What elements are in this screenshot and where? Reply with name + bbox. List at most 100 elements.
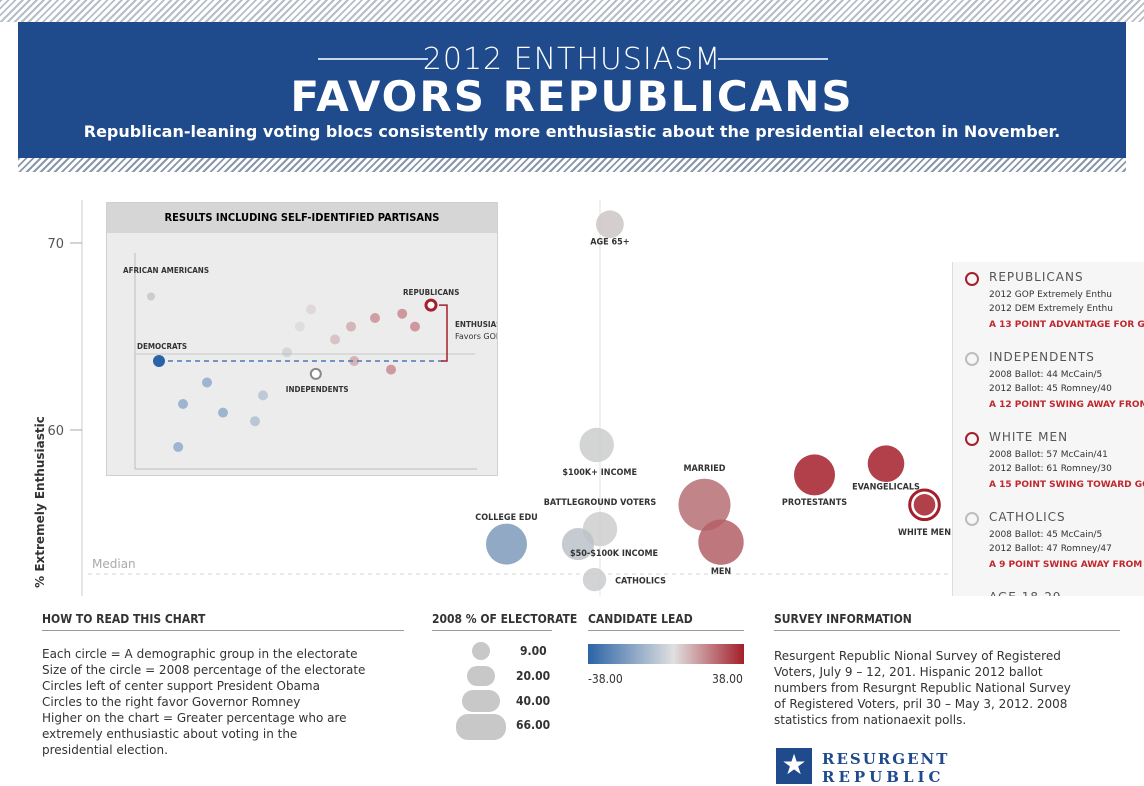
size-value: 9.00 bbox=[520, 644, 547, 658]
page-title: FAVORS REPUBLICANS bbox=[18, 72, 1126, 121]
inset-bg-point bbox=[386, 365, 396, 375]
data-point-label: MARRIED bbox=[683, 464, 725, 474]
legend-ring-icon bbox=[965, 432, 979, 446]
survey-line: statistics from nationaexit polls. bbox=[774, 712, 1071, 728]
inset-bg-point bbox=[218, 408, 228, 418]
legend-ring-icon bbox=[965, 272, 979, 286]
page-subtitle: Republican-leaning voting blocs consiste… bbox=[18, 122, 1126, 141]
legend-ring-icon bbox=[965, 512, 979, 526]
how-to-line: presidential election. bbox=[42, 742, 365, 758]
legend-item-line: 2008 Ballot: 44 McCain/5 bbox=[989, 370, 1102, 380]
data-point-label: EVANGELICALS bbox=[852, 483, 920, 493]
legend-item-line: 2012 Ballot: 45 Romney/40 bbox=[989, 384, 1112, 394]
y-tick-label: 70 bbox=[47, 237, 64, 252]
survey-line: of Registered Voters, pril 30 – May 3, 2… bbox=[774, 696, 1071, 712]
survey-line: Resurgent Republic Nional Survey of Reg… bbox=[774, 648, 1071, 664]
legend-item-line: 2012 DEM Extremely Enthu bbox=[989, 304, 1113, 314]
inset-democrats-label: DEMOCRATS bbox=[137, 342, 187, 351]
inset-bg-point bbox=[178, 399, 188, 409]
legend-item-line: 2008 Ballot: 57 McCain/41 bbox=[989, 450, 1108, 460]
inset-bg-point bbox=[250, 416, 260, 426]
inset-bg-point bbox=[306, 304, 316, 314]
legend-item-result: A 13 POINT ADVANTAGE FOR GO bbox=[989, 320, 1144, 330]
banner-bottom-stripe bbox=[18, 158, 1126, 172]
legend-item-result: A 9 POINT SWING AWAY FROM bbox=[989, 560, 1142, 570]
divider bbox=[432, 630, 552, 631]
inset-bg-point bbox=[410, 322, 420, 332]
inset-african-americans-label: AFRICAN AMERICANS bbox=[123, 266, 209, 275]
data-point-label: $50-$100K INCOME bbox=[570, 549, 658, 559]
inset-bg-point bbox=[330, 335, 340, 345]
inset-bg-point bbox=[346, 322, 356, 332]
logo-line: REPUBLIC bbox=[822, 768, 944, 786]
size-swatch-66 bbox=[456, 714, 506, 740]
legend-item-title: WHITE MEN bbox=[989, 430, 1068, 444]
data-point bbox=[486, 524, 527, 565]
size-swatch-20 bbox=[467, 666, 495, 686]
inset-republicans-point bbox=[426, 300, 436, 310]
legend-item-line: 2012 Ballot: 47 Romney/47 bbox=[989, 544, 1112, 554]
inset-republicans-label: REPUBLICANS bbox=[403, 288, 459, 297]
inset-title: RESULTS INCLUDING SELF-IDENTIFIED PARTIS… bbox=[107, 203, 497, 233]
legend-item-title: INDEPENDENTS bbox=[989, 350, 1095, 364]
data-point-label: $100K+ INCOME bbox=[562, 468, 637, 478]
legend-item-line: 2008 Ballot: 45 McCain/5 bbox=[989, 530, 1102, 540]
size-value: 20.00 bbox=[516, 669, 550, 683]
data-point-label: MEN bbox=[711, 567, 732, 577]
lead-max-label: 38.00 bbox=[712, 672, 743, 686]
top-stripe bbox=[0, 0, 1144, 22]
how-to-line: Higher on the chart = Greater percentage… bbox=[42, 710, 365, 726]
data-point bbox=[868, 445, 905, 482]
inset-bg-point bbox=[370, 313, 380, 323]
how-to-text: Each circle = A demographic group in the… bbox=[42, 646, 365, 758]
data-point bbox=[794, 454, 835, 495]
legend-item-line: 2012 Ballot: 61 Romney/30 bbox=[989, 464, 1112, 474]
data-point-label: BATTLEGROUND VOTERS bbox=[544, 498, 657, 508]
inset-african-americans-point bbox=[147, 293, 155, 301]
legend-item-line: 2012 GOP Extremely Enthu bbox=[989, 290, 1112, 300]
survey-line: numbers from Resurgnt Republic National … bbox=[774, 680, 1071, 696]
median-label: Median bbox=[92, 557, 136, 571]
legend-item-title: REPUBLICANS bbox=[989, 270, 1084, 284]
how-to-title: HOW TO READ THIS CHART bbox=[42, 612, 205, 626]
inset-bg-point bbox=[173, 442, 183, 452]
legend-item-title: CATHOLICS bbox=[989, 510, 1066, 524]
data-point-label: PROTESTANTS bbox=[782, 498, 847, 508]
size-swatch-9 bbox=[472, 642, 490, 660]
inset-independents-label: INDEPENDENTS bbox=[286, 385, 349, 394]
y-axis-label: % Extremely Enthusiastic bbox=[33, 416, 47, 588]
data-point bbox=[596, 210, 624, 238]
how-to-line: Circles to the right favor Governor Romn… bbox=[42, 694, 365, 710]
inset-gap-text: Favors GOP by 13 points bbox=[455, 332, 497, 341]
data-point-label: COLLEGE EDU bbox=[475, 513, 538, 523]
size-value: 40.00 bbox=[516, 694, 550, 708]
inset-chart: RESULTS INCLUDING SELF-IDENTIFIED PARTIS… bbox=[106, 202, 498, 476]
legend-ring-icon bbox=[965, 352, 979, 366]
data-point bbox=[580, 428, 614, 462]
inset-plot: AFRICAN AMERICANS REPUBLICANS DEMOCRATS IND… bbox=[107, 233, 497, 475]
legend-item-result: A 15 POINT SWING TOWARD GO bbox=[989, 480, 1144, 490]
lead-min-label: -38.00 bbox=[588, 672, 623, 686]
y-tick-label: 60 bbox=[47, 424, 64, 439]
divider bbox=[42, 630, 404, 631]
how-to-line: Size of the circle = 2008 percentage of … bbox=[42, 662, 365, 678]
size-swatch-40 bbox=[462, 690, 500, 712]
survey-title: SURVEY INFORMATION bbox=[774, 612, 912, 626]
inset-bg-point bbox=[282, 347, 292, 357]
inset-gap-title: ENTHUSIASM GAP bbox=[455, 320, 497, 329]
how-to-line: Circles left of center support President… bbox=[42, 678, 365, 694]
legend-item-result: A 12 POINT SWING AWAY FROM bbox=[989, 400, 1144, 410]
inset-gap-bracket bbox=[439, 305, 447, 361]
data-point-label: AGE 65+ bbox=[590, 237, 629, 247]
legend-panel: REPUBLICANS 2012 GOP Extremely Enthu 2012 … bbox=[952, 262, 1144, 602]
divider bbox=[588, 630, 744, 631]
survey-line: Voters, July 9 – 12, 201. Hispanic 2012 … bbox=[774, 664, 1071, 680]
inset-independents-point bbox=[311, 369, 321, 379]
data-point bbox=[914, 494, 936, 516]
header-banner: 2012 ENTHUSIASM FAVORS REPUBLICANS Repub… bbox=[18, 22, 1126, 158]
inset-democrats-point bbox=[153, 355, 165, 367]
size-value: 66.00 bbox=[516, 718, 550, 732]
data-point bbox=[698, 520, 743, 565]
data-point bbox=[583, 568, 606, 591]
divider bbox=[774, 630, 1120, 631]
